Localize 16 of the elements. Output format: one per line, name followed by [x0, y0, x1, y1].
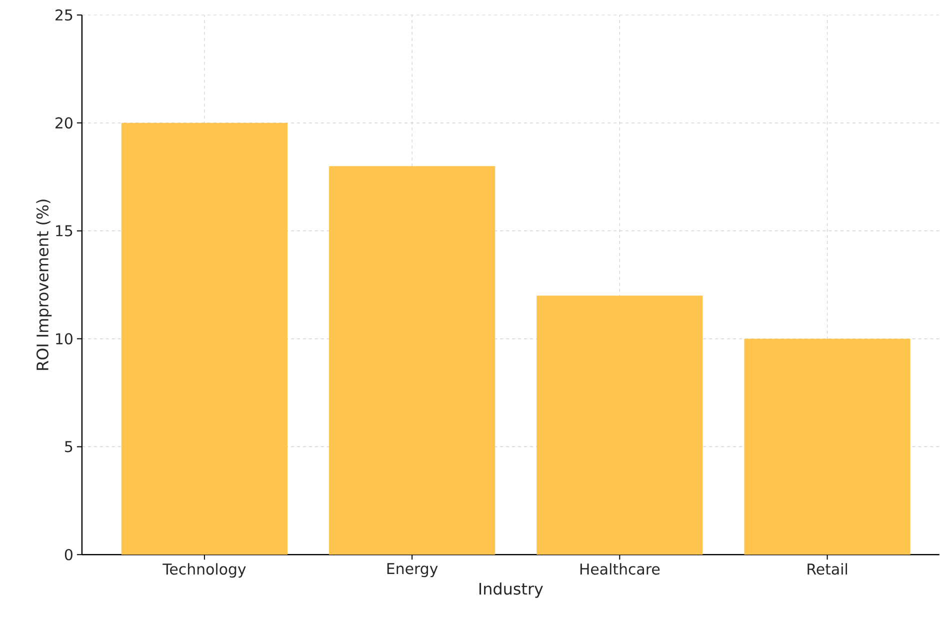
x-tick-label: Energy: [387, 563, 438, 578]
bar: [121, 123, 288, 555]
x-tick-label: Healthcare: [580, 563, 660, 575]
bar: [329, 166, 496, 555]
y-tick-label: 20: [56, 117, 72, 129]
x-tick-label: Technology: [162, 563, 246, 578]
y-tick-label: 5: [65, 441, 72, 452]
y-tick-label: 15: [56, 226, 72, 237]
y-tick-label: 25: [56, 10, 72, 21]
y-tick-label: 10: [56, 333, 72, 345]
bar: [744, 338, 910, 555]
x-tick-label: Retail: [808, 563, 848, 575]
bar: [536, 296, 703, 555]
y-tick-label: 0: [64, 549, 72, 560]
x-axis-title: Industry: [479, 582, 543, 598]
y-axis-title: ROI Improvement (%): [36, 200, 52, 370]
